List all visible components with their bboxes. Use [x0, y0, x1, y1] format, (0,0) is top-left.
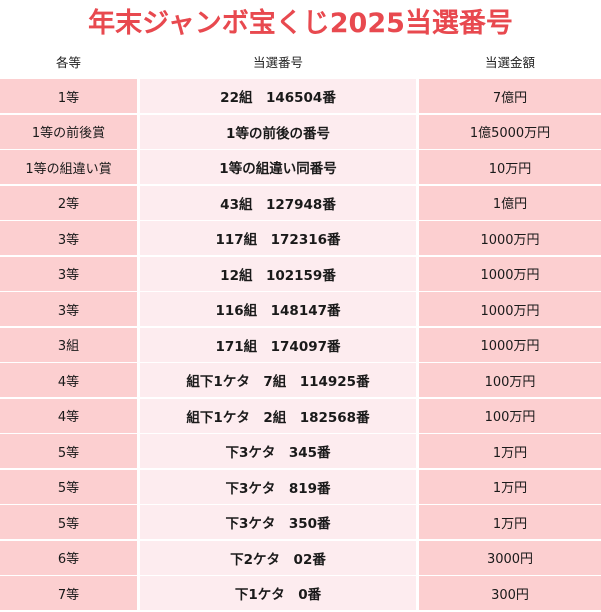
prize-amount-cell: 1億5000万円	[419, 114, 601, 149]
table-row: 5等 下3ケタ 819番 1万円	[0, 469, 601, 504]
winning-number-cell: 組下1ケタ 7組 114925番	[140, 363, 416, 397]
table-row: 3組 171組 174097番 1000万円	[0, 327, 601, 362]
header-grade: 各等	[0, 47, 137, 76]
prize-amount-cell: 100万円	[419, 398, 601, 433]
grade-cell: 3組	[0, 327, 137, 362]
winning-number-cell: 43組 127948番	[140, 185, 416, 220]
grade-cell: 6等	[0, 540, 137, 575]
winning-number-cell: 22組 146504番	[140, 79, 416, 113]
table-header-row: 各等 当選番号 当選金額	[0, 47, 601, 76]
table-row: 3等 12組 102159番 1000万円	[0, 256, 601, 291]
prize-amount-cell: 7億円	[419, 79, 601, 113]
prize-amount-cell: 1000万円	[419, 292, 601, 326]
prize-amount-cell: 1億円	[419, 185, 601, 220]
winning-number-cell: 171組 174097番	[140, 327, 416, 362]
table-row: 7等 下1ケタ 0番 300円	[0, 576, 601, 610]
prize-amount-cell: 100万円	[419, 363, 601, 397]
winning-numbers-table: 各等 当選番号 当選金額 1等 22組 146504番 7億円 1等の前後賞 1等の前後…	[0, 47, 601, 612]
winning-number-cell: 117組 172316番	[140, 221, 416, 255]
table-row: 5等 下3ケタ 350番 1万円	[0, 505, 601, 539]
prize-amount-cell: 1万円	[419, 434, 601, 468]
prize-amount-cell: 300円	[419, 576, 601, 610]
table-row: 4等 組下1ケタ 7組 114925番 100万円	[0, 363, 601, 397]
table-row: 6等 下2ケタ 02番 3000円	[0, 540, 601, 575]
grade-cell: 5等	[0, 469, 137, 504]
grade-cell: 3等	[0, 256, 137, 291]
grade-cell: 1等の前後賞	[0, 114, 137, 149]
table-row: 3等 116組 148147番 1000万円	[0, 292, 601, 326]
grade-cell: 5等	[0, 505, 137, 539]
grade-cell: 4等	[0, 363, 137, 397]
grade-cell: 1等	[0, 79, 137, 113]
grade-cell: 2等	[0, 185, 137, 220]
table-row: 4等 組下1ケタ 2組 182568番 100万円	[0, 398, 601, 433]
winning-number-cell: 1等の前後の番号	[140, 114, 416, 149]
grade-cell: 4等	[0, 398, 137, 433]
table-row: 3等 117組 172316番 1000万円	[0, 221, 601, 255]
prize-amount-cell: 1万円	[419, 505, 601, 539]
prize-amount-cell: 10万円	[419, 150, 601, 184]
winning-number-cell: 116組 148147番	[140, 292, 416, 326]
table-row: 1等 22組 146504番 7億円	[0, 79, 601, 113]
winning-number-cell: 12組 102159番	[140, 256, 416, 291]
grade-cell: 3等	[0, 292, 137, 326]
prize-amount-cell: 3000円	[419, 540, 601, 575]
grade-cell: 3等	[0, 221, 137, 255]
page-title: 年末ジャンボ宝くじ2025当選番号	[88, 8, 513, 39]
winning-number-cell: 下2ケタ 02番	[140, 540, 416, 575]
winning-number-cell: 組下1ケタ 2組 182568番	[140, 398, 416, 433]
winning-number-cell: 下3ケタ 345番	[140, 434, 416, 468]
winning-number-cell: 下3ケタ 819番	[140, 469, 416, 504]
winning-number-cell: 下3ケタ 350番	[140, 505, 416, 539]
table-row: 2等 43組 127948番 1億円	[0, 185, 601, 220]
grade-cell: 1等の組違い賞	[0, 150, 137, 184]
header-winning-number: 当選番号	[140, 47, 416, 76]
prize-amount-cell: 1000万円	[419, 221, 601, 255]
grade-cell: 7等	[0, 576, 137, 610]
prize-amount-cell: 1万円	[419, 469, 601, 504]
winning-number-cell: 1等の組違い同番号	[140, 150, 416, 184]
table-row: 1等の組違い賞 1等の組違い同番号 10万円	[0, 150, 601, 184]
table-body: 1等 22組 146504番 7億円 1等の前後賞 1等の前後の番号 1億5000万円 1等…	[0, 79, 601, 610]
winning-number-cell: 下1ケタ 0番	[140, 576, 416, 610]
table-row: 1等の前後賞 1等の前後の番号 1億5000万円	[0, 114, 601, 149]
table-row: 5等 下3ケタ 345番 1万円	[0, 434, 601, 468]
prize-amount-cell: 1000万円	[419, 327, 601, 362]
header-prize-amount: 当選金額	[419, 47, 601, 76]
grade-cell: 5等	[0, 434, 137, 468]
prize-amount-cell: 1000万円	[419, 256, 601, 291]
